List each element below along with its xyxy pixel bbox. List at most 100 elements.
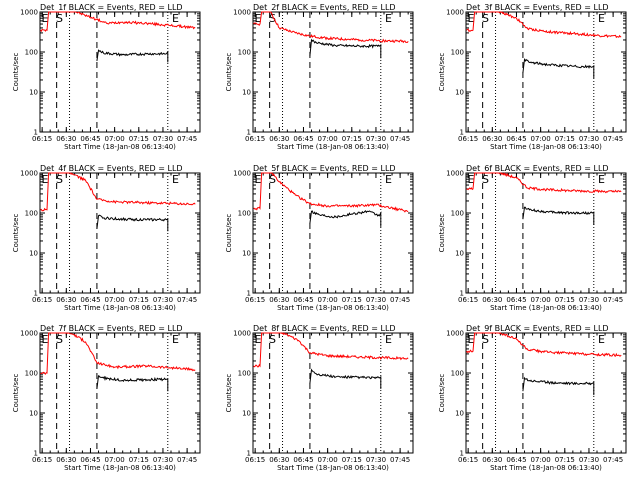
y-tick-label: 1000 (233, 9, 251, 17)
y-tick-label: 100 (451, 49, 464, 57)
x-tick-label: 07:00 (531, 135, 551, 143)
marker-e: E (385, 173, 392, 186)
y-tick-label: 10 (242, 250, 251, 258)
y-tick-label: 1 (247, 290, 251, 298)
x-tick-label: 07:00 (105, 456, 125, 464)
marker-e: E (172, 12, 179, 25)
marker-e: E (255, 333, 262, 346)
series-lld (253, 332, 409, 368)
x-axis-label: Start Time (18-Jan-08 06:13:40) (277, 304, 389, 312)
series-events (96, 214, 169, 232)
marker-e: E (598, 333, 605, 346)
y-tick-label: 10 (455, 250, 464, 258)
y-tick-label: 1 (460, 450, 464, 458)
y-tick-label: 1 (247, 129, 251, 137)
panel-title: Det_6f BLACK = Events, RED = LLD (466, 164, 609, 173)
series-lld (253, 172, 409, 213)
marker-s: S (482, 333, 489, 346)
y-tick-label: 10 (29, 250, 38, 258)
x-tick-label: 07:00 (531, 296, 551, 304)
x-tick-label: 07:00 (105, 296, 125, 304)
panel-1: Det_1f BLACK = Events, RED = LLD 1 10 100 10… (12, 3, 201, 151)
series-events (309, 210, 382, 227)
series-lld (466, 172, 622, 194)
x-tick-label: 07:45 (603, 456, 623, 464)
x-tick-label: 06:15 (32, 296, 52, 304)
x-tick-label: 07:15 (342, 135, 362, 143)
y-axis-label: Counts/sec (12, 214, 20, 253)
series-lld (253, 11, 409, 44)
y-tick-label: 100 (451, 210, 464, 218)
x-tick-label: 07:00 (318, 456, 338, 464)
panel-5: Det_5f BLACK = Events, RED = LLD 1 10 100 10… (225, 164, 414, 312)
x-tick-label: 06:15 (245, 296, 265, 304)
series-lld (40, 172, 196, 212)
x-tick-label: 06:15 (458, 456, 478, 464)
x-tick-label: 06:30 (482, 296, 502, 304)
marker-e: E (598, 173, 605, 186)
x-axis-label: Start Time (18-Jan-08 06:13:40) (490, 464, 602, 472)
marker-e: E (172, 333, 179, 346)
y-axis-label: Counts/sec (438, 374, 446, 413)
panel-6: Det_6f BLACK = Events, RED = LLD 1 10 100 10… (438, 164, 627, 312)
panel-4: Det_4f BLACK = Events, RED = LLD 1 10 100 10… (12, 164, 201, 312)
series-lld (466, 11, 622, 39)
y-tick-label: 10 (242, 89, 251, 97)
series-events (522, 206, 595, 225)
x-axis-label: Start Time (18-Jan-08 06:13:40) (490, 143, 602, 151)
x-tick-label: 07:45 (390, 456, 410, 464)
marker-s: S (56, 173, 63, 186)
marker-s: S (269, 173, 276, 186)
x-tick-label: 06:45 (506, 296, 526, 304)
plot-frame (465, 332, 627, 454)
x-tick-label: 06:15 (458, 135, 478, 143)
plot-frame (39, 11, 201, 133)
y-axis-label: Counts/sec (12, 374, 20, 413)
y-tick-label: 1 (460, 129, 464, 137)
x-tick-label: 06:15 (245, 456, 265, 464)
series-lld (40, 11, 196, 33)
plot-frame (252, 332, 414, 454)
panel-2: Det_2f BLACK = Events, RED = LLD 1 10 100 10… (225, 3, 414, 151)
x-tick-label: 06:45 (293, 135, 313, 143)
x-tick-label: 07:30 (153, 456, 173, 464)
x-tick-label: 06:45 (80, 456, 100, 464)
y-axis-label: Counts/sec (225, 374, 233, 413)
plot-frame (252, 11, 414, 133)
x-tick-label: 06:45 (506, 456, 526, 464)
y-axis-label: Counts/sec (438, 53, 446, 92)
marker-e: E (255, 173, 262, 186)
y-tick-label: 100 (25, 210, 38, 218)
y-axis-label: Counts/sec (225, 214, 233, 253)
x-tick-label: 07:30 (153, 296, 173, 304)
x-tick-label: 06:15 (32, 456, 52, 464)
marker-e: E (598, 12, 605, 25)
y-tick-label: 1000 (20, 170, 38, 178)
panel-title: Det_3f BLACK = Events, RED = LLD (466, 3, 609, 12)
x-tick-label: 07:45 (390, 135, 410, 143)
x-tick-label: 06:45 (293, 296, 313, 304)
y-tick-label: 1000 (20, 9, 38, 17)
y-tick-label: 10 (455, 89, 464, 97)
x-tick-label: 07:45 (603, 135, 623, 143)
x-axis-label: Start Time (18-Jan-08 06:13:40) (277, 464, 389, 472)
x-tick-label: 07:00 (531, 456, 551, 464)
marker-e: E (172, 173, 179, 186)
marker-s: S (482, 12, 489, 25)
marker-s: S (56, 333, 63, 346)
x-axis-label: Start Time (18-Jan-08 06:13:40) (64, 143, 176, 151)
x-tick-label: 07:30 (153, 135, 173, 143)
y-tick-label: 1 (34, 290, 38, 298)
x-tick-label: 06:45 (80, 135, 100, 143)
panel-title: Det_5f BLACK = Events, RED = LLD (253, 164, 396, 173)
series-events (96, 375, 169, 392)
plot-frame (465, 172, 627, 294)
x-tick-label: 06:30 (269, 135, 289, 143)
y-tick-label: 1000 (233, 330, 251, 338)
marker-s: S (269, 333, 276, 346)
marker-s: S (56, 12, 63, 25)
panel-7: Det_7f BLACK = Events, RED = LLD 1 10 100 10… (12, 324, 201, 472)
y-tick-label: 100 (25, 49, 38, 57)
panel-title: Det_8f BLACK = Events, RED = LLD (253, 324, 396, 333)
x-tick-label: 07:00 (105, 135, 125, 143)
